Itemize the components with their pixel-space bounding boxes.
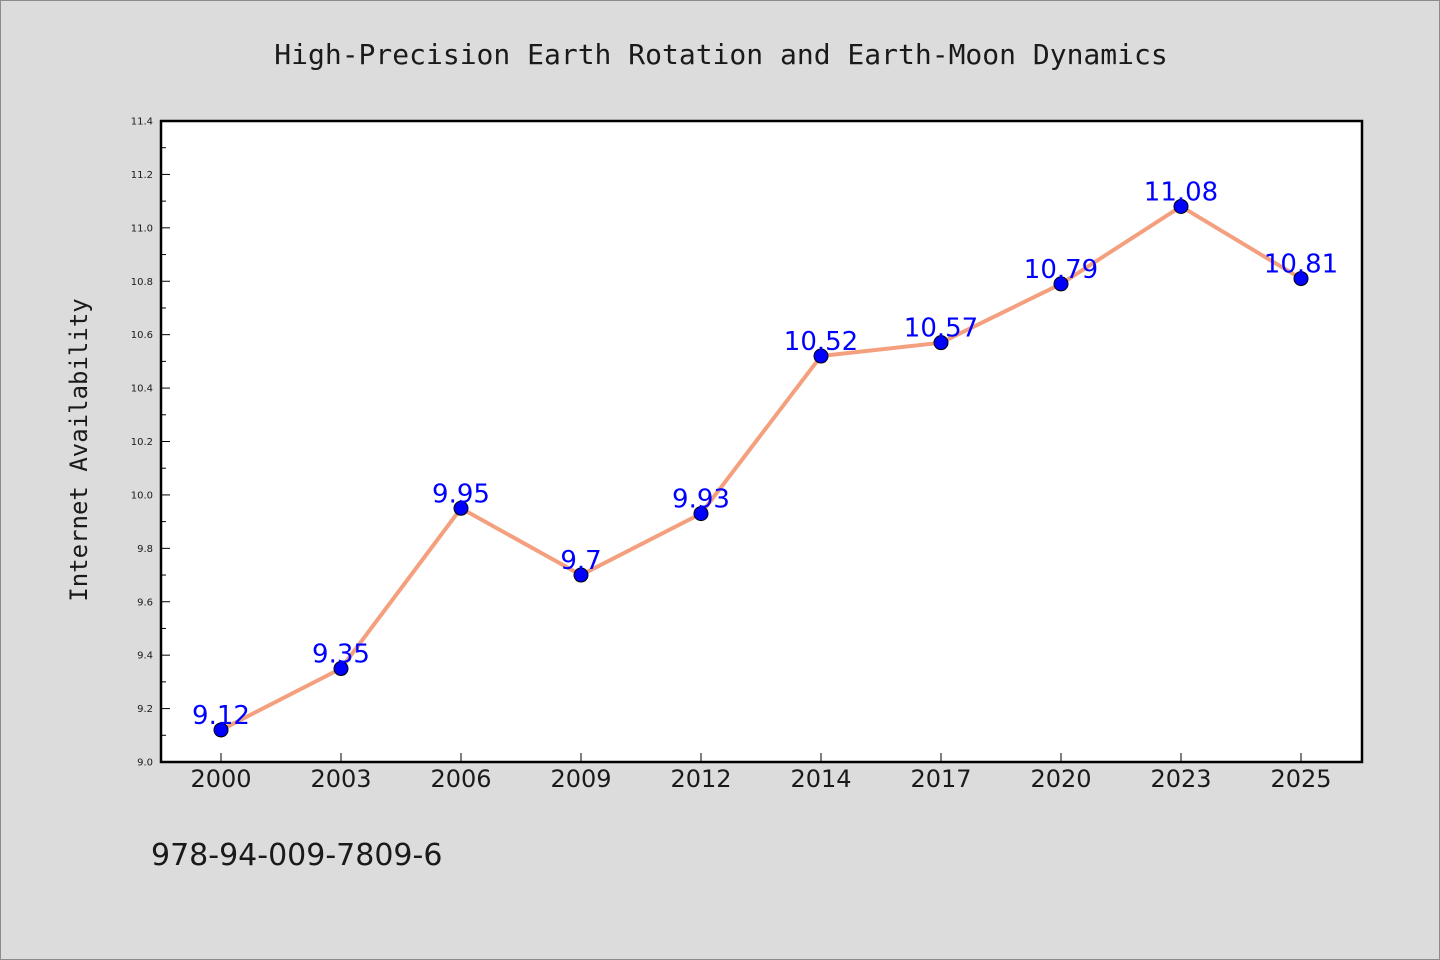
y-tick-label: 9.2 <box>137 704 153 715</box>
y-tick-label: 9.0 <box>137 758 153 769</box>
y-tick-label: 10.8 <box>131 277 153 288</box>
data-point <box>1173 198 1189 214</box>
data-point <box>933 335 949 351</box>
data-point <box>573 567 589 583</box>
chart-title: High-Precision Earth Rotation and Earth-… <box>274 38 1167 71</box>
y-tick-label: 10.6 <box>131 330 153 341</box>
x-tick-label: 2025 <box>1270 765 1331 793</box>
data-point <box>333 661 349 677</box>
y-axis-label: Internet Availability <box>65 298 93 601</box>
data-points-group <box>213 198 1309 738</box>
x-tick-label: 2023 <box>1150 765 1211 793</box>
y-tick-label: 10.2 <box>131 437 153 448</box>
isbn-footer: 978-94-009-7809-6 <box>151 838 442 873</box>
x-tick-label: 2009 <box>550 765 611 793</box>
data-label: 9.95 <box>432 479 490 509</box>
plot-area <box>159 119 1364 764</box>
y-axis: 9.0 9.2 9.4 9.6 9.8 10.0 10.2 10.4 10.6 10.8 11.0 1… <box>131 117 170 769</box>
y-tick-label: 9.4 <box>137 651 153 662</box>
x-tick-label: 2014 <box>790 765 851 793</box>
series-line <box>219 204 1303 732</box>
x-tick-label: 2003 <box>310 765 371 793</box>
x-tick-label: 2017 <box>910 765 971 793</box>
data-label: 10.81 <box>1264 250 1338 280</box>
x-tick-label: 2006 <box>430 765 491 793</box>
y-tick-label: 9.8 <box>137 544 153 555</box>
data-label: 9.93 <box>672 485 730 515</box>
data-point <box>1053 276 1069 292</box>
y-tick-label: 11.4 <box>131 117 153 128</box>
data-point <box>213 722 229 738</box>
x-tick-label: 2000 <box>190 765 251 793</box>
data-label: 9.7 <box>560 546 601 576</box>
data-point <box>1293 271 1309 287</box>
y-tick-label: 10.0 <box>131 490 153 501</box>
x-axis: 2000 2003 2006 2009 2012 2014 2017 2020 2023 2025 <box>190 753 1332 793</box>
data-label: 10.52 <box>784 327 858 357</box>
data-point <box>693 506 709 522</box>
data-label: 11.08 <box>1144 177 1218 207</box>
y-tick-label: 11.0 <box>131 223 153 234</box>
data-point <box>813 348 829 364</box>
series-line-group <box>219 204 1303 732</box>
y-tick-label: 10.4 <box>131 384 153 395</box>
data-label: 10.79 <box>1024 255 1098 285</box>
x-tick-label: 2020 <box>1030 765 1091 793</box>
data-label: 9.12 <box>192 701 250 731</box>
data-label: 10.57 <box>904 314 978 344</box>
y-tick-label: 9.6 <box>137 597 153 608</box>
data-point <box>453 500 469 516</box>
x-tick-label: 2012 <box>670 765 731 793</box>
data-labels-group: 9.12 9.35 9.95 9.7 9.93 10.52 10.57 10.79 11.08 1… <box>192 177 1338 730</box>
data-label: 9.35 <box>312 640 370 670</box>
y-tick-label: 11.2 <box>131 170 153 181</box>
